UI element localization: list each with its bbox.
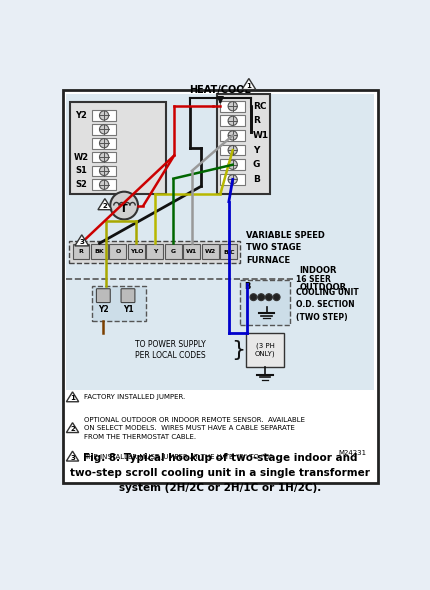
FancyBboxPatch shape	[220, 101, 245, 112]
Text: Y2: Y2	[75, 111, 87, 120]
FancyBboxPatch shape	[92, 138, 117, 149]
Text: Y: Y	[153, 249, 157, 254]
FancyBboxPatch shape	[165, 244, 182, 260]
FancyBboxPatch shape	[92, 179, 117, 190]
Circle shape	[273, 294, 280, 301]
Text: 2: 2	[70, 426, 75, 432]
Text: (3 PH
ONLY): (3 PH ONLY)	[255, 343, 275, 357]
Text: G: G	[253, 160, 260, 169]
Text: S1: S1	[75, 166, 87, 175]
FancyBboxPatch shape	[62, 90, 378, 483]
Circle shape	[99, 180, 109, 189]
Circle shape	[250, 294, 257, 301]
Text: R: R	[79, 249, 83, 254]
Text: W2: W2	[74, 153, 89, 162]
Circle shape	[258, 294, 264, 301]
Circle shape	[228, 175, 237, 184]
Text: BK: BK	[95, 249, 104, 254]
FancyBboxPatch shape	[92, 286, 146, 321]
Text: B: B	[244, 282, 251, 291]
FancyBboxPatch shape	[184, 244, 200, 260]
Text: R: R	[253, 116, 260, 125]
Text: B/C: B/C	[223, 249, 235, 254]
Text: M24231: M24231	[338, 451, 367, 457]
FancyBboxPatch shape	[128, 244, 145, 260]
Circle shape	[99, 152, 109, 162]
FancyBboxPatch shape	[66, 94, 375, 391]
FancyBboxPatch shape	[220, 174, 245, 185]
Text: Y2: Y2	[98, 305, 109, 314]
Text: 2: 2	[102, 203, 107, 209]
FancyBboxPatch shape	[92, 152, 117, 162]
FancyBboxPatch shape	[92, 124, 117, 135]
Text: FACTORY INSTALLED JUMPER.: FACTORY INSTALLED JUMPER.	[84, 394, 185, 400]
FancyBboxPatch shape	[220, 145, 245, 156]
Text: S2: S2	[75, 181, 87, 189]
Text: 16 SEER
COOLING UNIT
O.D. SECTION
(TWO STEP): 16 SEER COOLING UNIT O.D. SECTION (TWO S…	[296, 276, 359, 322]
FancyBboxPatch shape	[202, 244, 219, 260]
Text: VARIABLE SPEED
TWO STAGE
FURNACE: VARIABLE SPEED TWO STAGE FURNACE	[246, 231, 325, 265]
Text: THE INSTALLER MUST JUMPER AT THE LVTB "R" TO "O".: THE INSTALLER MUST JUMPER AT THE LVTB "R…	[84, 454, 275, 460]
Circle shape	[228, 160, 237, 169]
Circle shape	[99, 124, 109, 134]
Polygon shape	[66, 451, 79, 461]
Text: B: B	[253, 175, 260, 184]
Circle shape	[228, 116, 237, 126]
Text: OPTIONAL OUTDOOR OR INDOOR REMOTE SENSOR.  AVAILABLE
ON SELECT MODELS.  WIRES MU: OPTIONAL OUTDOOR OR INDOOR REMOTE SENSOR…	[84, 417, 305, 440]
Text: Fig. 8. Typical hookup of two-stage indoor and
two-step scroll cooling unit in a: Fig. 8. Typical hookup of two-stage indo…	[71, 453, 370, 493]
Text: Y: Y	[253, 146, 259, 155]
Circle shape	[228, 131, 237, 140]
Text: }: }	[231, 340, 245, 360]
Circle shape	[99, 166, 109, 175]
Text: O: O	[115, 249, 120, 254]
FancyBboxPatch shape	[110, 244, 126, 260]
Text: W2: W2	[205, 249, 216, 254]
Text: 3: 3	[70, 455, 75, 461]
Text: YLO: YLO	[130, 249, 143, 254]
FancyBboxPatch shape	[220, 130, 245, 141]
FancyBboxPatch shape	[220, 244, 237, 260]
Text: G: G	[171, 249, 176, 254]
Text: T: T	[120, 204, 128, 214]
Text: TO POWER SUPPLY
PER LOCAL CODES: TO POWER SUPPLY PER LOCAL CODES	[135, 339, 206, 360]
Circle shape	[110, 192, 138, 219]
Text: HEAT/COOL: HEAT/COOL	[190, 86, 251, 96]
FancyBboxPatch shape	[147, 244, 163, 260]
FancyBboxPatch shape	[121, 289, 135, 303]
Polygon shape	[66, 422, 79, 432]
Text: W1: W1	[186, 249, 197, 254]
Text: Y1: Y1	[123, 305, 133, 314]
FancyBboxPatch shape	[246, 333, 284, 367]
Circle shape	[99, 111, 109, 120]
FancyBboxPatch shape	[217, 94, 270, 194]
FancyBboxPatch shape	[220, 159, 245, 170]
FancyBboxPatch shape	[91, 244, 108, 260]
Polygon shape	[98, 199, 112, 209]
FancyBboxPatch shape	[92, 166, 117, 176]
FancyBboxPatch shape	[220, 116, 245, 126]
Text: OUTDOOR: OUTDOOR	[300, 283, 347, 291]
Polygon shape	[75, 235, 89, 246]
Polygon shape	[66, 392, 79, 402]
FancyBboxPatch shape	[73, 244, 89, 260]
Text: 1: 1	[70, 395, 75, 401]
Text: 3: 3	[80, 239, 84, 245]
Circle shape	[228, 101, 237, 111]
Circle shape	[228, 146, 237, 155]
FancyBboxPatch shape	[96, 289, 110, 303]
Circle shape	[265, 294, 272, 301]
Text: 1: 1	[246, 83, 251, 88]
FancyBboxPatch shape	[92, 110, 117, 121]
Text: W1: W1	[253, 131, 269, 140]
FancyBboxPatch shape	[70, 241, 240, 263]
Text: INDOOR: INDOOR	[300, 266, 337, 275]
FancyBboxPatch shape	[240, 280, 290, 325]
Text: RC: RC	[253, 101, 266, 111]
Circle shape	[99, 139, 109, 148]
Polygon shape	[242, 78, 256, 90]
FancyBboxPatch shape	[70, 101, 166, 194]
